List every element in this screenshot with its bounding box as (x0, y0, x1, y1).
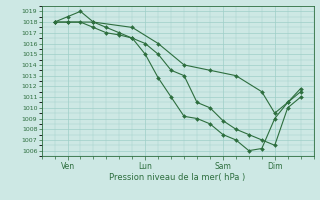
X-axis label: Pression niveau de la mer( hPa ): Pression niveau de la mer( hPa ) (109, 173, 246, 182)
